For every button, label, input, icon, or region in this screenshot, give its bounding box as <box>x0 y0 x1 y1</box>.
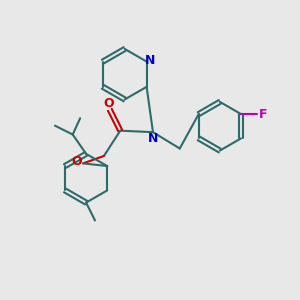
Text: F: F <box>259 107 268 121</box>
Text: O: O <box>103 97 114 110</box>
Text: N: N <box>145 54 156 67</box>
Text: N: N <box>148 132 158 145</box>
Text: O: O <box>71 155 82 168</box>
